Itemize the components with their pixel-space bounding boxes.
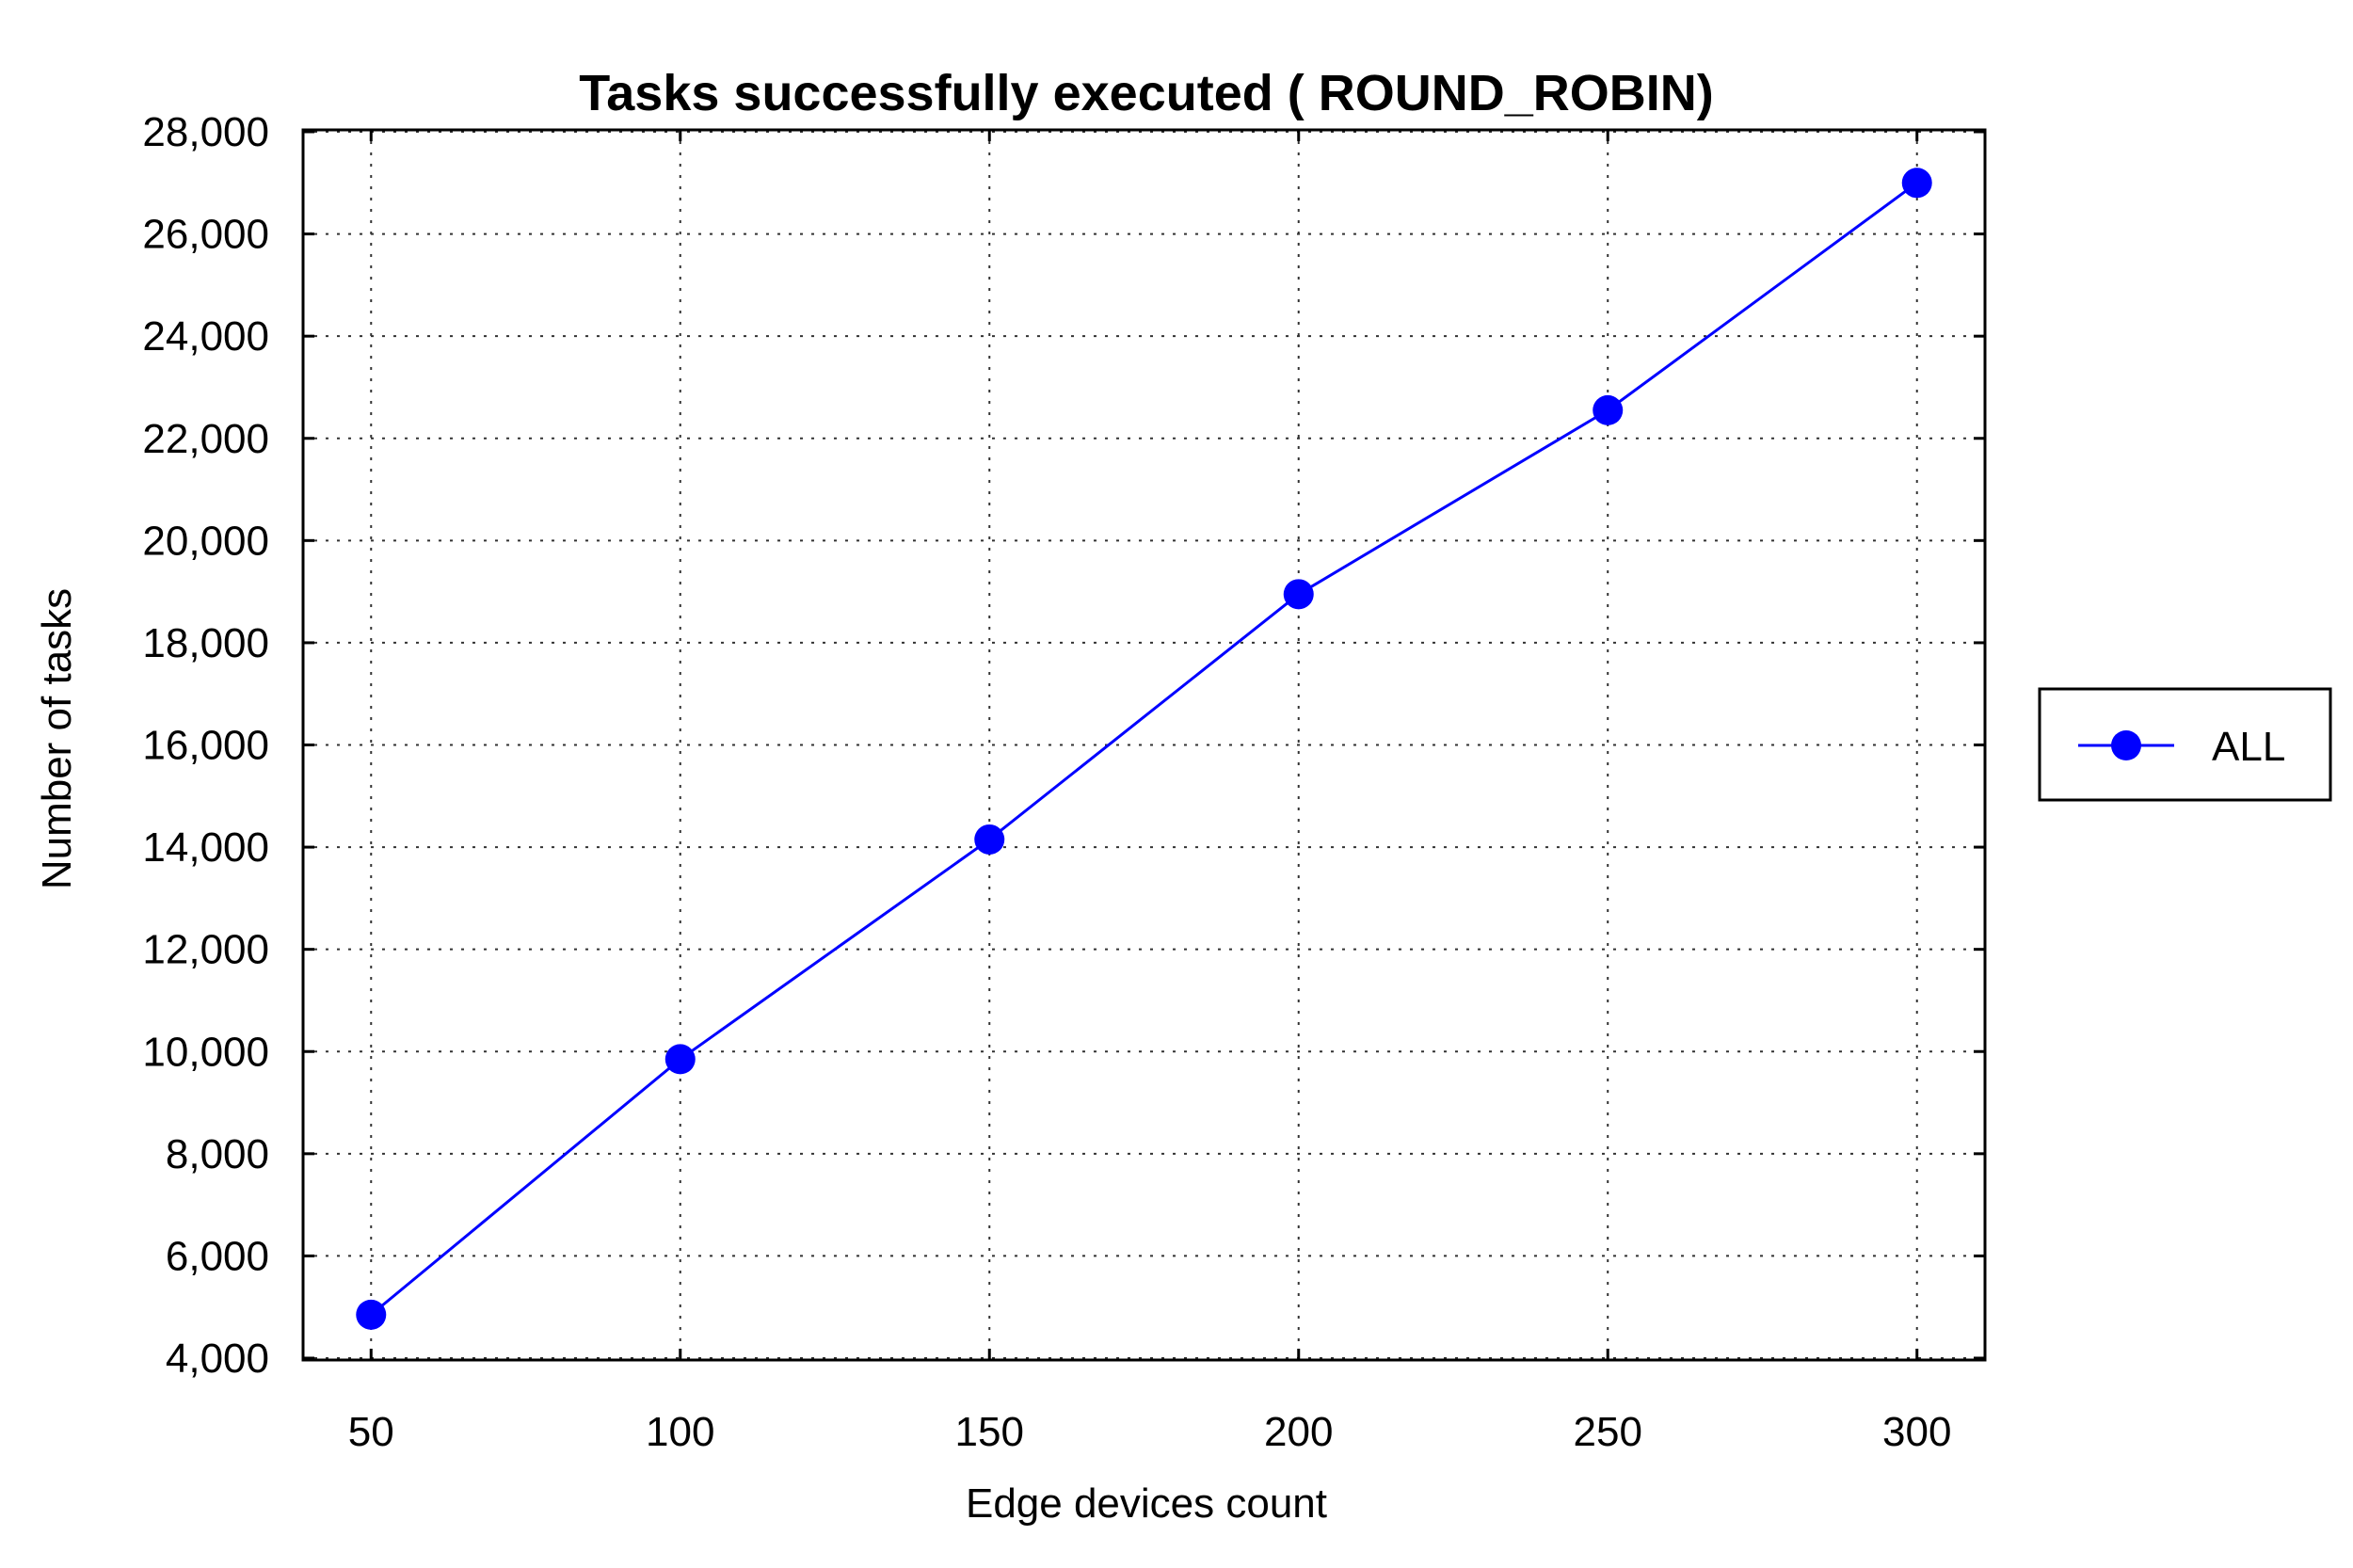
- y-tick-label: 8,000: [166, 1131, 269, 1177]
- x-tick-label: 50: [348, 1409, 394, 1455]
- x-tick-label: 300: [1882, 1409, 1951, 1455]
- x-tick-label: 250: [1574, 1409, 1642, 1455]
- x-axis-label: Edge devices count: [966, 1480, 1327, 1527]
- y-tick-label: 22,000: [142, 416, 269, 462]
- legend-marker-swatch: [2111, 730, 2141, 760]
- chart-title: Tasks successfully executed ( ROUND_ROBI…: [579, 65, 1713, 121]
- data-point: [356, 1299, 387, 1330]
- y-tick-label: 24,000: [142, 313, 269, 360]
- y-tick-label: 18,000: [142, 620, 269, 666]
- data-point: [1283, 579, 1314, 610]
- series-line-all: [370, 182, 1918, 1317]
- y-tick-label: 20,000: [142, 518, 269, 564]
- y-axis-ticks: 4,000 6,000 8,000 10,000 12,000 14,000 16,000 1…: [142, 109, 1985, 1382]
- y-tick-label: 4,000: [166, 1336, 269, 1382]
- y-tick-label: 12,000: [142, 927, 269, 973]
- y-tick-label: 16,000: [142, 723, 269, 769]
- series-all: [356, 168, 1932, 1330]
- grid-lines: [303, 130, 1985, 1360]
- plot-area-frame: [301, 128, 1987, 1362]
- y-tick-label: 10,000: [142, 1029, 269, 1075]
- y-axis-label: Number of tasks: [34, 588, 80, 889]
- x-tick-label: 200: [1264, 1409, 1333, 1455]
- x-axis-ticks: 50 100 150 200 250 300: [348, 130, 1951, 1455]
- legend-label-all: ALL: [2212, 724, 2285, 770]
- data-point: [974, 824, 1005, 855]
- data-point: [664, 1044, 696, 1075]
- x-tick-label: 100: [646, 1409, 714, 1455]
- y-tick-label: 28,000: [142, 109, 269, 155]
- x-tick-label: 150: [955, 1409, 1024, 1455]
- y-tick-label: 26,000: [142, 212, 269, 258]
- y-tick-label: 6,000: [166, 1233, 269, 1279]
- y-tick-label: 14,000: [142, 824, 269, 871]
- legend: ALL: [2038, 687, 2332, 802]
- data-point: [1901, 168, 1932, 199]
- data-point: [1593, 394, 1624, 425]
